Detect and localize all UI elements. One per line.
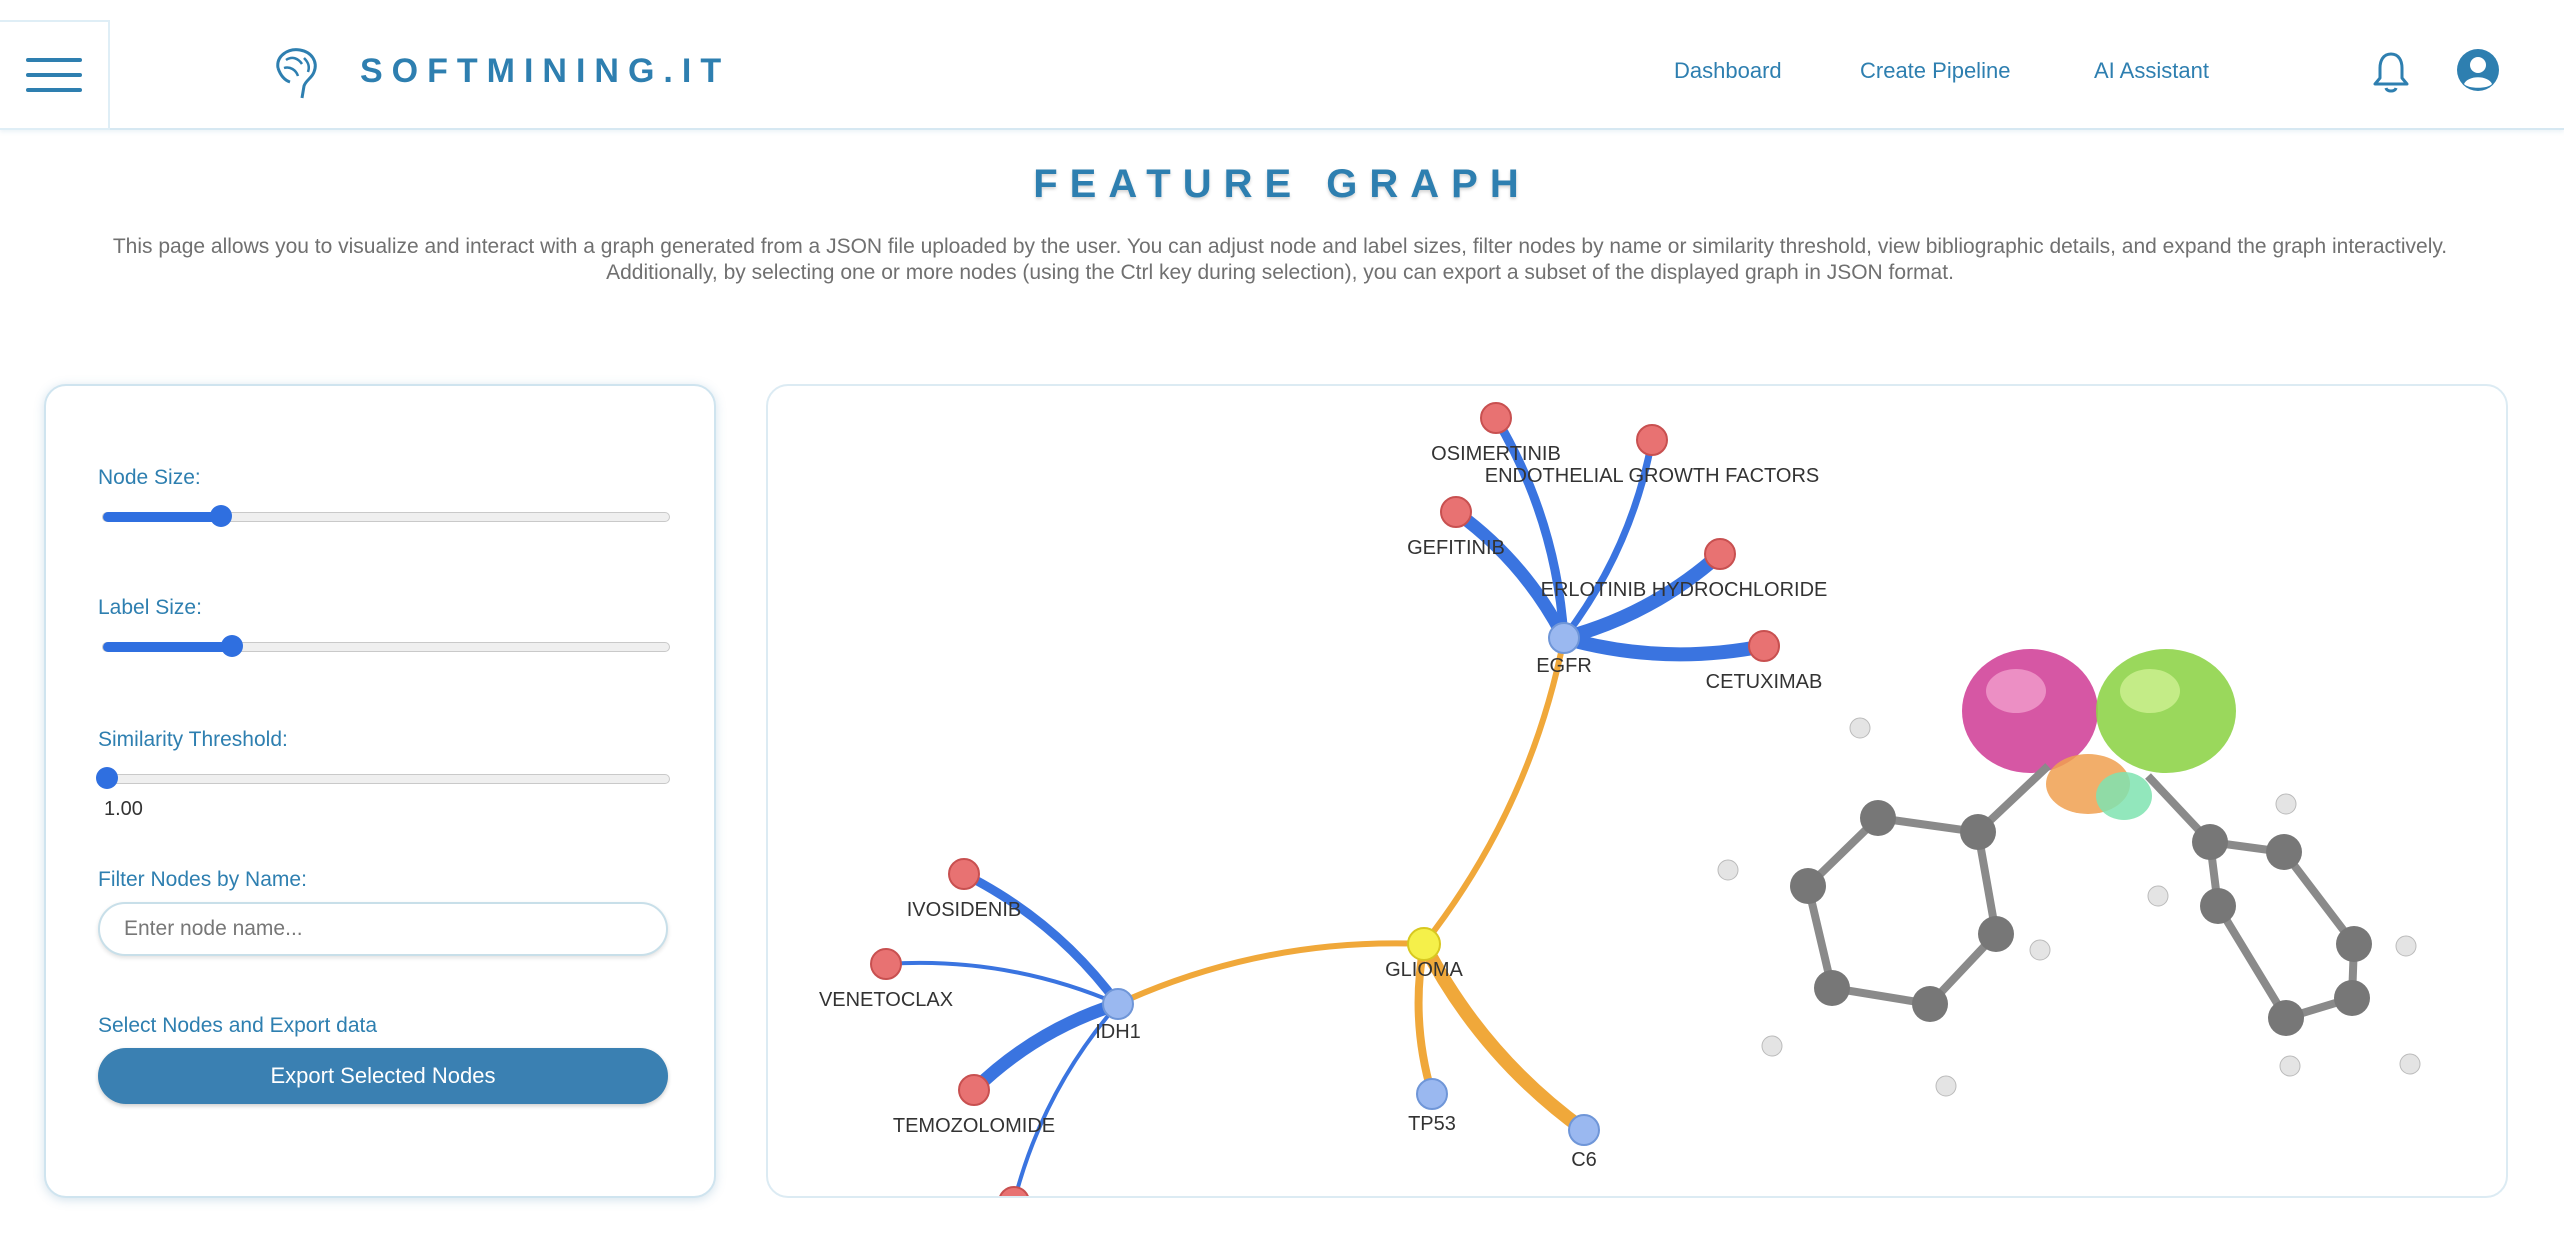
edge-egfr-osimertinib[interactable]	[1491, 413, 1569, 643]
node-label-osimertinib: OSIMERTINIB	[1431, 443, 1561, 465]
node-label-venetoclax: VENETOCLAX	[819, 989, 953, 1011]
node-label-temozolomide: TEMOZOLOMIDE	[893, 1115, 1055, 1137]
edge-idh1-ivosidenib[interactable]	[959, 869, 1123, 1009]
labels-layer: GLIOMA EGFR IDH1 TP53 C6 OSIMERTINIBENDOTHELI…	[819, 443, 1827, 1171]
node-idh1_extra[interactable]	[999, 1186, 1029, 1198]
node-c6[interactable]	[1568, 1114, 1600, 1146]
node-ivosidenib[interactable]	[948, 858, 980, 890]
node-label-ivosidenib: IVOSIDENIB	[907, 899, 1021, 921]
edge-glioma-egfr[interactable]	[1421, 635, 1567, 947]
node-osimertinib[interactable]	[1480, 402, 1512, 434]
edges-layer	[884, 413, 1771, 1198]
node-cetuximab[interactable]	[1748, 630, 1780, 662]
threshold-value: 1.00	[104, 798, 143, 820]
edge-glioma-tp53[interactable]	[1414, 940, 1436, 1098]
similarity-threshold-label: Similarity Threshold:	[98, 728, 288, 751]
edge-egfr-cetuximab[interactable]	[1557, 631, 1771, 662]
node-label-egf: ENDOTHELIAL GROWTH FACTORS	[1485, 465, 1819, 487]
node-label-gefitinib: GEFITINIB	[1407, 537, 1505, 559]
node-name-input[interactable]	[98, 902, 668, 956]
label-size-label: Label Size:	[98, 596, 202, 619]
export-selected-nodes-button[interactable]: Export Selected Nodes	[98, 1048, 668, 1104]
brain-logo-icon	[276, 48, 317, 99]
graph-panel[interactable]: GLIOMA EGFR IDH1 TP53 C6 OSIMERTINIB ENDOTHELI…	[766, 384, 2508, 1198]
label-size-fill	[103, 642, 228, 652]
edge-idh1-venetoclax[interactable]	[884, 960, 1120, 1006]
node-label-c6: C6	[1571, 1149, 1597, 1171]
page-description: This page allows you to visualize and in…	[112, 235, 2448, 284]
node-egf[interactable]	[1636, 424, 1668, 456]
node-size-slider[interactable]	[102, 505, 670, 527]
edge-idh1-temozolomide[interactable]	[967, 997, 1125, 1097]
node-label-erlotinib: ERLOTINIB HYDROCHLORIDE	[1541, 579, 1828, 601]
node-glioma[interactable]	[1407, 927, 1441, 961]
nav-ai-assistant[interactable]: AI Assistant	[2094, 58, 2209, 83]
node-size-fill	[103, 512, 217, 522]
bell-icon[interactable]	[2372, 50, 2410, 94]
feature-graph-canvas[interactable]: GLIOMA EGFR IDH1 TP53 C6 OSIMERTINIBENDOTHELI…	[768, 386, 2508, 1198]
node-label-cetuximab: CETUXIMAB	[1706, 671, 1823, 693]
user-avatar-icon[interactable]	[2456, 48, 2500, 92]
top-header: SOFTMINING.IT Dashboard Create Pipeline …	[0, 0, 2564, 130]
node-temozolomide[interactable]	[958, 1074, 990, 1106]
node-venetoclax[interactable]	[870, 948, 902, 980]
node-label-egfr: EGFR	[1536, 655, 1592, 677]
threshold-thumb[interactable]	[96, 767, 118, 789]
nav-create-pipeline[interactable]: Create Pipeline	[1860, 58, 2011, 83]
node-tp53[interactable]	[1416, 1078, 1448, 1110]
nav-dashboard[interactable]: Dashboard	[1674, 58, 1782, 83]
edge-egfr-erlotinib[interactable]	[1557, 547, 1727, 645]
export-section-label: Select Nodes and Export data	[98, 1014, 378, 1037]
edge-glioma-c6[interactable]	[1417, 937, 1591, 1137]
molecule-3d-image	[1717, 649, 2421, 1097]
node-gefitinib[interactable]	[1440, 496, 1472, 528]
nodes-layer	[870, 402, 1780, 1198]
menu-icon[interactable]	[0, 20, 110, 130]
label-size-thumb[interactable]	[220, 635, 243, 657]
node-erlotinib[interactable]	[1704, 538, 1736, 570]
brand-name[interactable]: SOFTMINING.IT	[360, 52, 731, 90]
control-panel: Node Size: Label Size: Similarity Thresh…	[44, 384, 716, 1198]
page-title: FEATURE GRAPH	[1033, 162, 1531, 206]
similarity-threshold-slider[interactable]	[96, 767, 670, 789]
node-egfr[interactable]	[1548, 622, 1580, 654]
node-size-thumb[interactable]	[209, 505, 232, 527]
edge-idh1-idh1_extra[interactable]	[1013, 1002, 1120, 1198]
edge-glioma-idh1[interactable]	[1115, 940, 1427, 1007]
filter-nodes-label: Filter Nodes by Name:	[98, 868, 307, 891]
edge-egfr-gefitinib[interactable]	[1449, 505, 1571, 645]
node-label-glioma: GLIOMA	[1385, 959, 1463, 981]
node-size-label: Node Size:	[98, 466, 201, 489]
node-label-tp53: TP53	[1408, 1113, 1456, 1135]
node-idh1[interactable]	[1102, 988, 1134, 1020]
node-label-idh1: IDH1	[1095, 1021, 1141, 1043]
label-size-slider[interactable]	[102, 635, 670, 657]
edge-egfr-egf[interactable]	[1560, 436, 1656, 642]
